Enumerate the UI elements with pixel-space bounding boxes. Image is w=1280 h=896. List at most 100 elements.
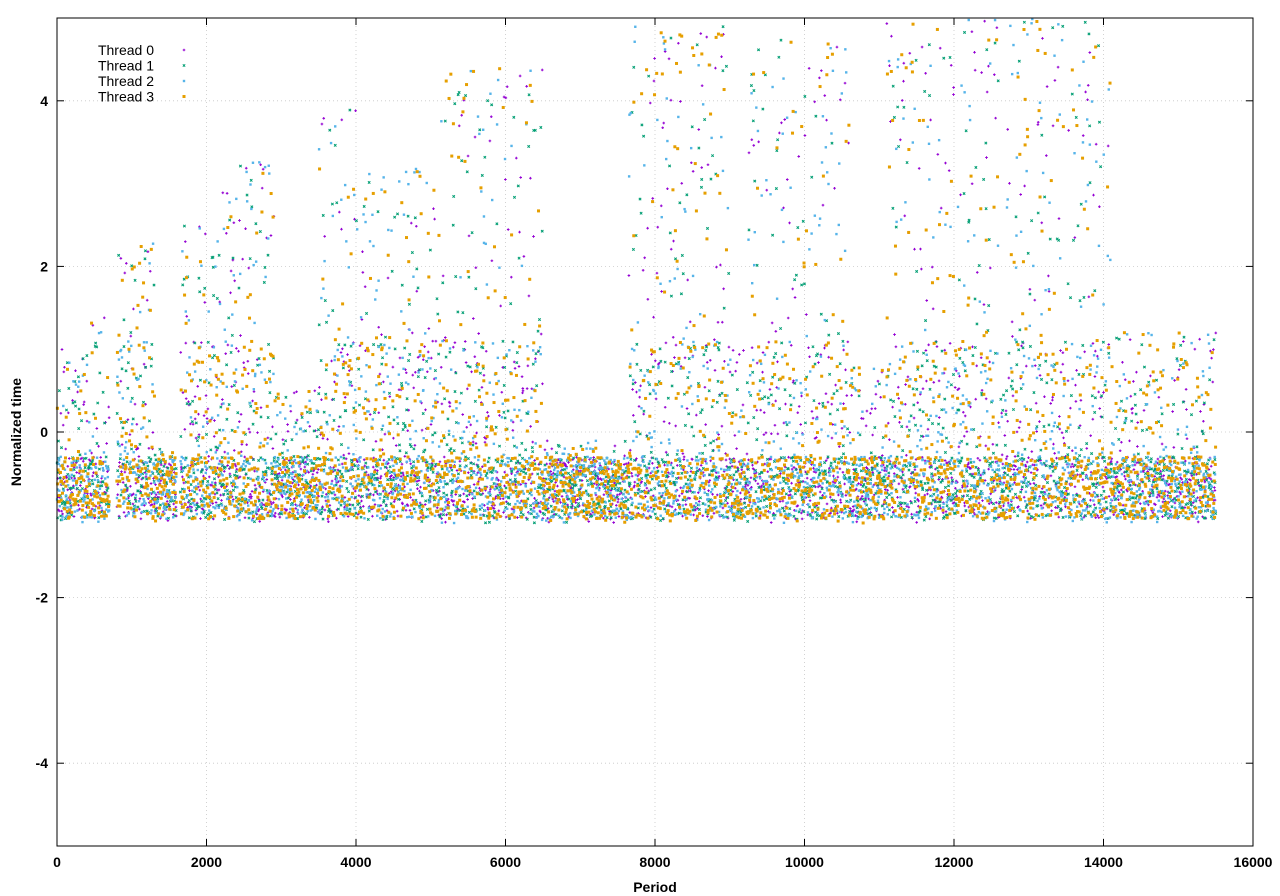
data-point [303, 455, 307, 459]
data-point [521, 389, 525, 393]
data-point [891, 405, 894, 409]
data-point [987, 304, 991, 308]
data-point [462, 492, 465, 496]
data-point [829, 511, 832, 515]
data-point [1096, 44, 1101, 48]
data-point [658, 361, 661, 365]
data-point [580, 479, 584, 482]
data-point [400, 283, 404, 287]
data-point [838, 467, 842, 471]
data-point [793, 381, 797, 385]
data-point [1101, 340, 1105, 344]
data-point [789, 493, 792, 497]
data-point [204, 394, 208, 397]
data-point [593, 465, 597, 469]
data-point [1015, 430, 1019, 434]
data-point [241, 257, 244, 261]
data-point [549, 504, 553, 508]
data-point [392, 500, 396, 503]
data-point [1123, 421, 1127, 425]
data-point [179, 434, 183, 439]
data-point [1015, 496, 1018, 499]
data-point [1199, 410, 1202, 413]
data-point [81, 357, 85, 361]
data-point [494, 425, 498, 429]
data-point [484, 474, 488, 478]
data-point [646, 226, 649, 230]
data-point [366, 517, 370, 521]
data-point [702, 353, 706, 357]
data-point [1015, 340, 1019, 344]
data-point [157, 467, 161, 471]
data-point [239, 413, 243, 416]
data-point [690, 458, 694, 461]
data-point [927, 93, 932, 98]
data-point [750, 346, 754, 350]
data-point [292, 454, 296, 458]
data-point [294, 421, 298, 425]
data-point [434, 339, 438, 343]
data-point [659, 518, 663, 522]
data-point [885, 464, 889, 468]
data-point [957, 278, 961, 282]
data-point [396, 514, 400, 518]
data-point [150, 342, 154, 346]
data-point [506, 409, 510, 413]
data-point [474, 442, 478, 445]
data-point [716, 345, 720, 350]
data-point [373, 503, 377, 506]
data-point [94, 341, 98, 345]
data-point [752, 415, 756, 420]
data-point [1026, 251, 1030, 255]
data-point [266, 253, 270, 257]
data-point [1144, 500, 1148, 503]
data-point [448, 479, 453, 483]
data-point [511, 429, 515, 432]
data-point [681, 272, 685, 276]
data-point [499, 304, 502, 308]
data-point [378, 372, 382, 376]
data-point [472, 462, 476, 466]
data-point [722, 287, 725, 291]
data-point [152, 283, 156, 287]
data-point [1168, 509, 1172, 513]
data-point [91, 458, 95, 462]
data-point [1006, 501, 1010, 505]
data-point [473, 399, 477, 403]
data-point [692, 513, 695, 517]
data-point [971, 345, 974, 349]
data-point [479, 492, 483, 497]
data-point [440, 467, 444, 471]
data-point [770, 321, 774, 325]
data-point [220, 455, 224, 459]
data-point [326, 437, 329, 441]
data-point [1121, 361, 1124, 364]
data-point [785, 178, 789, 181]
data-point [603, 483, 607, 487]
data-point [421, 358, 425, 362]
data-point [383, 465, 387, 469]
data-point [193, 490, 197, 494]
data-point [522, 470, 526, 474]
data-point [534, 357, 537, 360]
data-point [873, 425, 877, 430]
data-point [340, 227, 343, 231]
data-point [708, 479, 712, 482]
data-point [1039, 448, 1043, 452]
data-point [489, 487, 492, 491]
data-point [288, 461, 292, 465]
data-point [1088, 51, 1092, 54]
data-point [353, 489, 357, 493]
data-point [249, 178, 253, 182]
data-point [796, 411, 800, 415]
data-point [942, 56, 946, 60]
data-point [203, 301, 207, 304]
data-point [845, 499, 849, 503]
data-point [899, 138, 902, 142]
data-point [896, 105, 900, 109]
data-point [57, 389, 61, 393]
data-point [132, 507, 136, 511]
data-point [830, 436, 834, 440]
data-point [774, 399, 777, 403]
data-point [724, 498, 728, 503]
